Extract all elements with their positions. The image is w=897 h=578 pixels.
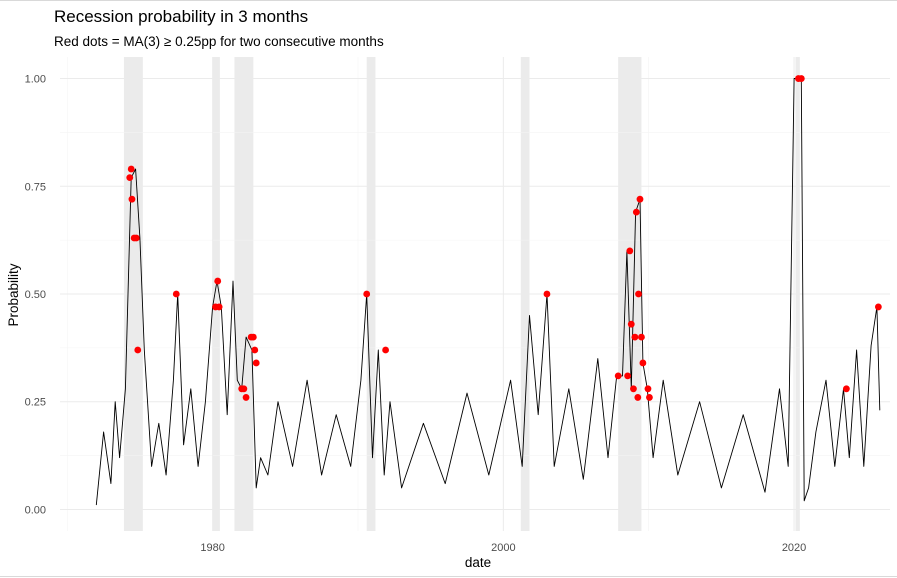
y-tick-label: 1.00 bbox=[25, 74, 46, 86]
signal-dot bbox=[627, 320, 635, 328]
signal-dot bbox=[614, 372, 622, 380]
signal-dot bbox=[636, 195, 644, 203]
signal-dot bbox=[363, 290, 371, 298]
signal-dot bbox=[249, 333, 257, 341]
signal-dot bbox=[251, 346, 259, 354]
y-tick-label: 0.50 bbox=[25, 289, 46, 301]
signal-dot bbox=[128, 195, 136, 203]
chart-subtitle: Red dots = MA(3) ≥ 0.25pp for two consec… bbox=[54, 34, 384, 49]
signal-dot bbox=[638, 333, 645, 341]
signal-dot bbox=[240, 385, 248, 393]
signal-dot bbox=[646, 394, 653, 401]
signal-dot bbox=[644, 385, 652, 393]
signal-dot bbox=[172, 290, 180, 298]
signal-dot bbox=[632, 208, 640, 216]
signal-dot bbox=[631, 333, 639, 341]
signal-dot bbox=[252, 359, 260, 367]
x-tick-label: 2020 bbox=[782, 542, 806, 554]
y-tick-label: 0.00 bbox=[25, 504, 46, 516]
probability-line bbox=[95, 78, 881, 506]
signal-dot bbox=[624, 372, 632, 380]
y-tick-label: 0.25 bbox=[25, 397, 46, 409]
signal-dot bbox=[874, 303, 882, 311]
signal-dot bbox=[242, 394, 250, 401]
x-tick-label: 1980 bbox=[200, 542, 224, 554]
signal-dot bbox=[132, 234, 140, 242]
signal-dot bbox=[797, 75, 805, 82]
signal-dot bbox=[134, 346, 142, 354]
x-tick-label: 2000 bbox=[491, 542, 515, 554]
grid-layer bbox=[60, 57, 890, 531]
signal-dots-layer bbox=[126, 75, 882, 401]
signal-dot bbox=[634, 394, 642, 401]
signal-dot bbox=[639, 359, 647, 367]
signal-dot bbox=[382, 346, 390, 354]
y-axis-title: Probability bbox=[6, 263, 21, 326]
signal-dot bbox=[842, 385, 850, 393]
signal-dot bbox=[214, 277, 222, 285]
series-layer bbox=[95, 78, 881, 506]
signal-dot bbox=[127, 165, 135, 173]
signal-dot bbox=[626, 247, 634, 255]
signal-dot bbox=[215, 303, 223, 311]
y-tick-label: 0.75 bbox=[25, 181, 46, 193]
signal-dot bbox=[635, 290, 642, 298]
signal-dot bbox=[630, 385, 637, 393]
signal-dot bbox=[543, 290, 551, 298]
chart-title: Recession probability in 3 months bbox=[54, 7, 309, 26]
signal-dot bbox=[126, 174, 134, 182]
axes-layer: 0.00 0.25 0.50 0.75 1.00 1980 2000 2020 bbox=[25, 74, 807, 554]
x-axis-title: date bbox=[465, 555, 491, 570]
